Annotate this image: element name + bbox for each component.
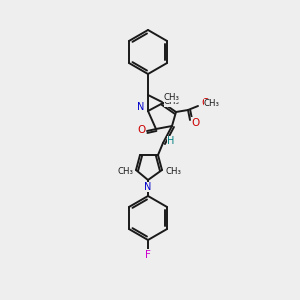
Text: F: F xyxy=(145,250,151,260)
Text: H: H xyxy=(167,136,175,146)
Text: CH₃: CH₃ xyxy=(165,167,181,176)
Text: CH₃: CH₃ xyxy=(117,167,133,176)
Text: CH₃: CH₃ xyxy=(164,98,180,106)
Text: O: O xyxy=(201,98,209,108)
Text: CH₃: CH₃ xyxy=(204,100,220,109)
Text: N: N xyxy=(144,182,152,192)
Text: N: N xyxy=(137,102,145,112)
Text: O: O xyxy=(137,125,145,135)
Text: CH₃: CH₃ xyxy=(163,92,179,101)
Text: O: O xyxy=(192,118,200,128)
